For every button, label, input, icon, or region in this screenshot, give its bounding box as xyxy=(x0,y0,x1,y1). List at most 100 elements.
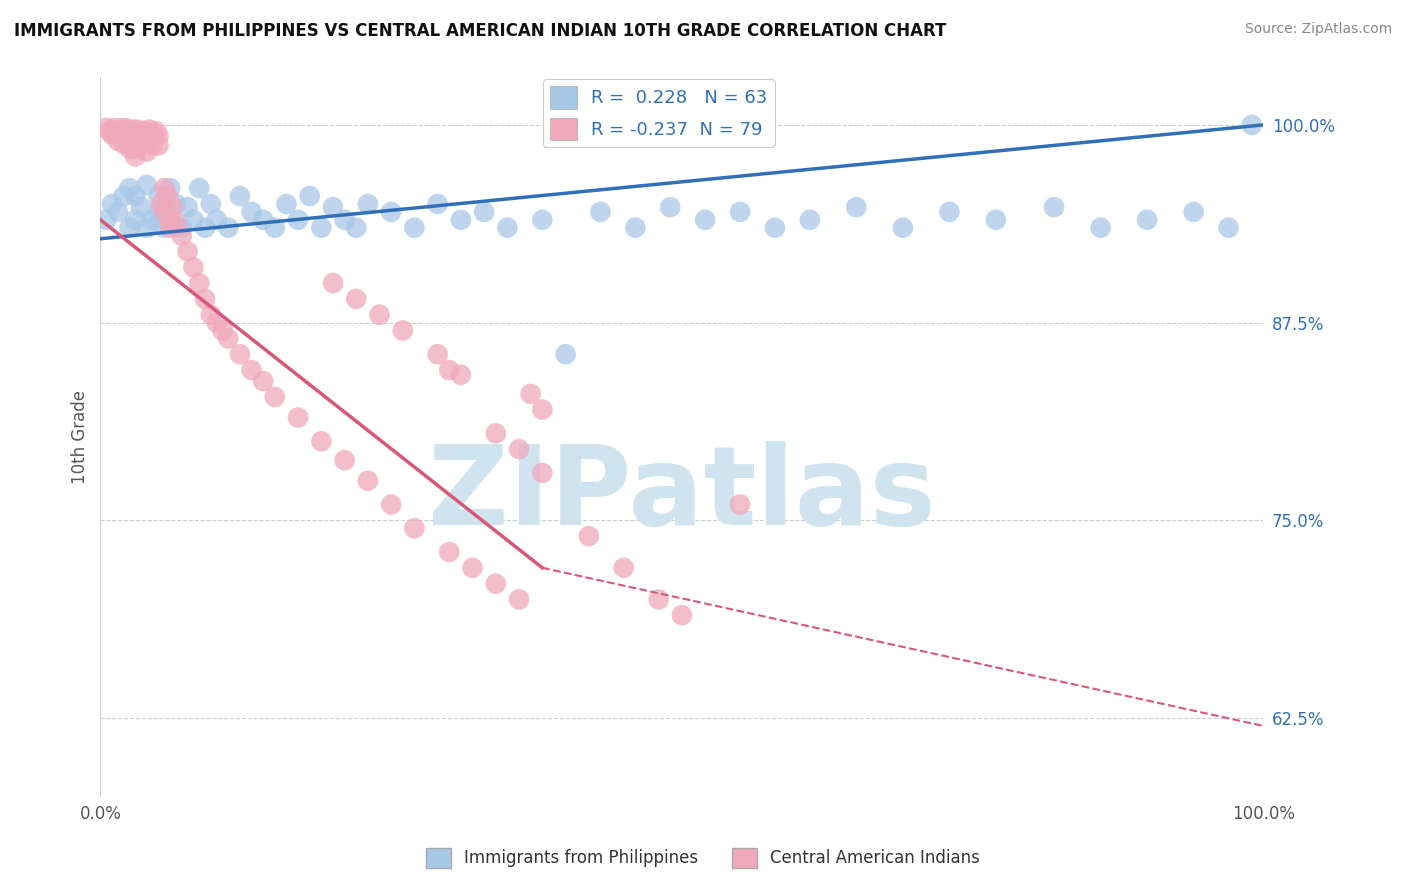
Point xyxy=(461,561,484,575)
Point xyxy=(647,592,669,607)
Point xyxy=(322,200,344,214)
Point xyxy=(531,402,554,417)
Point xyxy=(240,205,263,219)
Point xyxy=(659,200,682,214)
Point xyxy=(165,197,187,211)
Point xyxy=(118,130,141,145)
Point xyxy=(135,220,157,235)
Point xyxy=(217,331,239,345)
Point xyxy=(728,498,751,512)
Point xyxy=(124,212,146,227)
Point xyxy=(129,200,152,214)
Point xyxy=(134,124,156,138)
Point xyxy=(118,220,141,235)
Point xyxy=(118,181,141,195)
Point xyxy=(671,608,693,623)
Point xyxy=(391,324,413,338)
Point xyxy=(200,308,222,322)
Point xyxy=(188,276,211,290)
Point xyxy=(165,216,187,230)
Point xyxy=(122,122,145,136)
Point xyxy=(1043,200,1066,214)
Legend: Immigrants from Philippines, Central American Indians: Immigrants from Philippines, Central Ame… xyxy=(419,841,987,875)
Point xyxy=(135,136,157,151)
Point xyxy=(252,374,274,388)
Point xyxy=(229,347,252,361)
Point xyxy=(450,368,472,382)
Point xyxy=(183,212,205,227)
Point xyxy=(472,205,495,219)
Point xyxy=(333,453,356,467)
Point xyxy=(156,189,179,203)
Point xyxy=(98,124,121,138)
Point xyxy=(845,200,868,214)
Point xyxy=(613,561,636,575)
Point xyxy=(107,124,129,138)
Point xyxy=(159,181,181,195)
Point xyxy=(763,220,786,235)
Point xyxy=(188,181,211,195)
Point xyxy=(404,220,426,235)
Point xyxy=(404,521,426,535)
Point xyxy=(380,498,402,512)
Point xyxy=(118,142,141,156)
Point xyxy=(127,122,149,136)
Point xyxy=(1136,212,1159,227)
Point xyxy=(112,126,135,140)
Point xyxy=(357,474,380,488)
Point xyxy=(124,189,146,203)
Point xyxy=(194,292,217,306)
Point xyxy=(200,197,222,211)
Point xyxy=(135,128,157,143)
Point xyxy=(531,466,554,480)
Point xyxy=(135,145,157,159)
Point xyxy=(159,220,181,235)
Point xyxy=(142,138,165,153)
Point xyxy=(159,212,181,227)
Point xyxy=(153,220,176,235)
Point xyxy=(124,134,146,148)
Point xyxy=(124,149,146,163)
Point xyxy=(485,576,508,591)
Point xyxy=(624,220,647,235)
Point xyxy=(263,390,285,404)
Point xyxy=(118,124,141,138)
Point xyxy=(162,200,184,214)
Point xyxy=(344,220,367,235)
Point xyxy=(110,121,132,136)
Point xyxy=(107,134,129,148)
Point xyxy=(205,316,228,330)
Point xyxy=(368,308,391,322)
Point xyxy=(276,197,298,211)
Point xyxy=(1218,220,1240,235)
Point xyxy=(217,220,239,235)
Point xyxy=(115,121,138,136)
Point xyxy=(311,220,333,235)
Point xyxy=(799,212,821,227)
Point xyxy=(485,426,508,441)
Point xyxy=(129,136,152,151)
Point xyxy=(357,197,380,211)
Point xyxy=(148,138,170,153)
Point xyxy=(439,545,461,559)
Point xyxy=(205,212,228,227)
Point xyxy=(176,244,198,259)
Point xyxy=(148,205,170,219)
Point xyxy=(344,292,367,306)
Text: Source: ZipAtlas.com: Source: ZipAtlas.com xyxy=(1244,22,1392,37)
Point xyxy=(148,128,170,143)
Point xyxy=(153,205,176,219)
Point xyxy=(96,212,118,227)
Point xyxy=(170,220,193,235)
Point xyxy=(695,212,717,227)
Point xyxy=(380,205,402,219)
Text: IMMIGRANTS FROM PHILIPPINES VS CENTRAL AMERICAN INDIAN 10TH GRADE CORRELATION CH: IMMIGRANTS FROM PHILIPPINES VS CENTRAL A… xyxy=(14,22,946,40)
Point xyxy=(176,200,198,214)
Point xyxy=(519,386,541,401)
Point xyxy=(124,126,146,140)
Point xyxy=(124,142,146,156)
Point xyxy=(170,228,193,243)
Point xyxy=(589,205,612,219)
Legend: R =  0.228   N = 63, R = -0.237  N = 79: R = 0.228 N = 63, R = -0.237 N = 79 xyxy=(543,79,775,147)
Point xyxy=(263,220,285,235)
